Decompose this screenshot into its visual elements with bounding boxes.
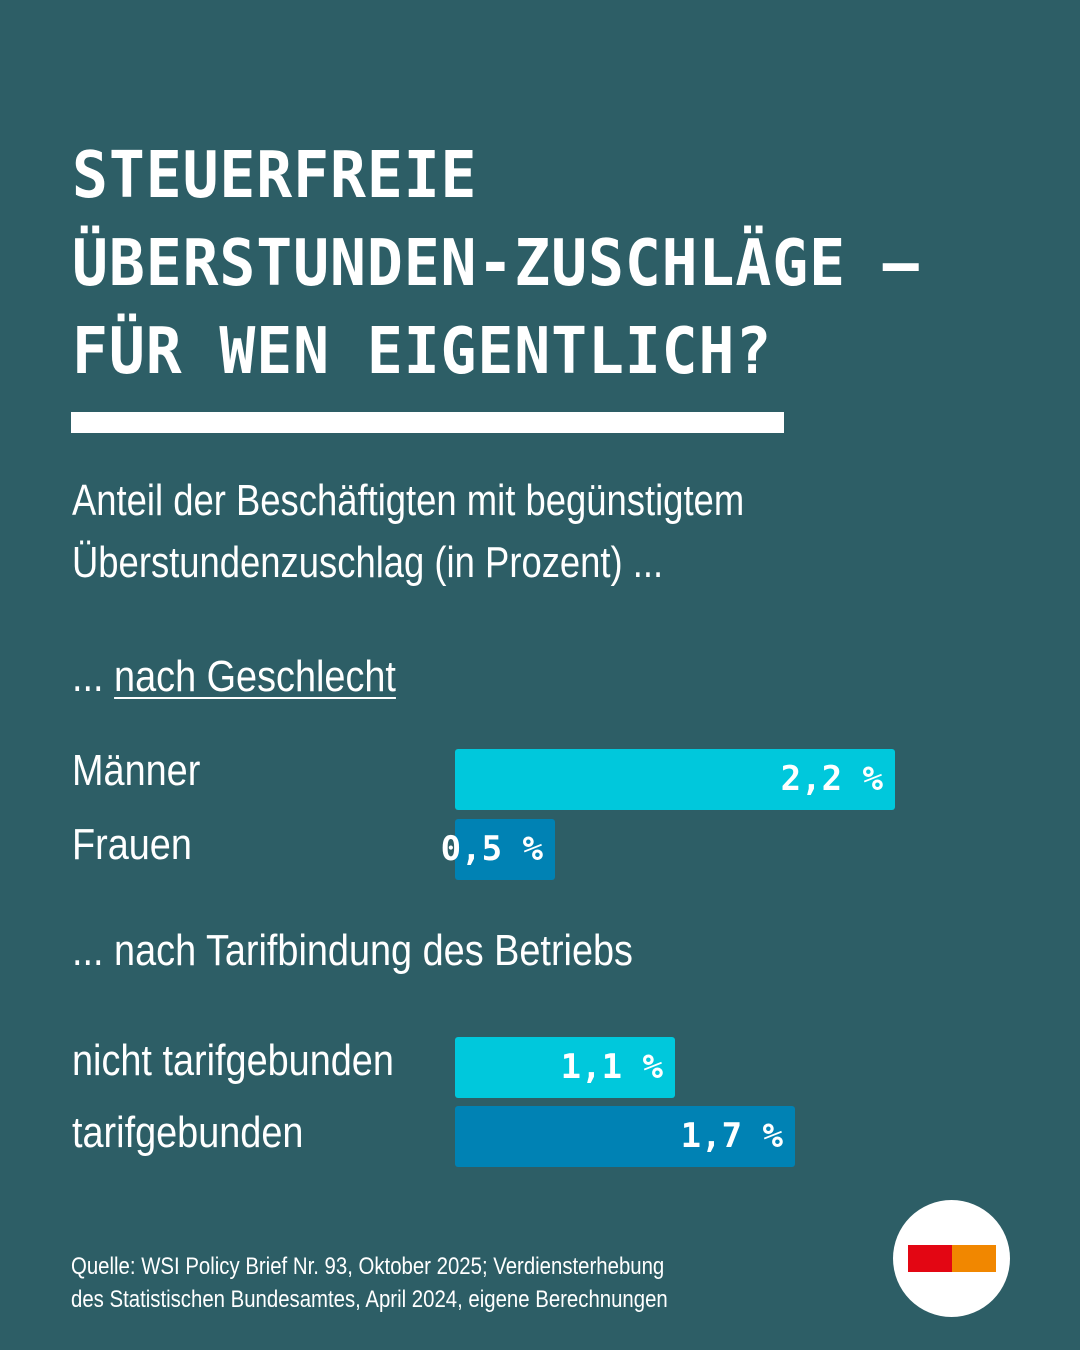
section-heading-tarifbindung: ... nach Tarifbindung des Betriebs — [72, 926, 633, 976]
category-label-frauen: Frauen — [72, 820, 192, 869]
section-heading-text: nach Geschlecht — [114, 652, 396, 701]
bar-nicht-tarifgebunden: 1,1 % — [455, 1037, 675, 1098]
category-label-maenner: Männer — [72, 746, 201, 795]
title-line: ÜBERSTUNDEN-ZUSCHLÄGE – — [72, 227, 920, 301]
logo-icon — [893, 1200, 1010, 1317]
source-line: des Statistischen Bundesamtes, April 202… — [71, 1286, 668, 1313]
bar-value-label: 2,2 % — [780, 759, 883, 799]
section-prefix: ... — [72, 652, 115, 701]
bar-value-label: 1,1 % — [560, 1047, 663, 1087]
section-prefix: ... — [72, 926, 115, 975]
category-label-tarifgebunden: tarifgebunden — [72, 1108, 304, 1157]
category-label-nicht-tarifgebunden: nicht tarifgebunden — [72, 1036, 394, 1085]
title-divider — [71, 412, 784, 433]
bar-value-label: 1,7 % — [680, 1116, 783, 1156]
source-line: Quelle: WSI Policy Brief Nr. 93, Oktober… — [71, 1253, 665, 1280]
page-title: STEUERFREIE ÜBERSTUNDEN-ZUSCHLÄGE – FÜR … — [72, 132, 967, 396]
section-heading-text: nach Tarifbindung des Betriebs — [114, 926, 633, 975]
subtitle-line: Überstundenzuschlag (in Prozent) ... — [72, 538, 664, 587]
chart-subtitle: Anteil der Beschäftigten mit begünstigte… — [72, 470, 817, 594]
title-line: STEUERFREIE — [72, 139, 478, 213]
title-line: FÜR WEN EIGENTLICH? — [72, 315, 773, 389]
logo-orange-block — [952, 1245, 996, 1272]
subtitle-line: Anteil der Beschäftigten mit begünstigte… — [72, 476, 745, 525]
bar-value-label: 0,5 % — [440, 829, 543, 869]
bar-tarifgebunden: 1,7 % — [455, 1106, 795, 1167]
section-heading-gender: ... nach Geschlecht — [72, 652, 396, 702]
bar-maenner: 2,2 % — [455, 749, 895, 810]
logo-red-block — [908, 1245, 952, 1272]
bar-frauen: 0,5 % — [441, 819, 555, 880]
source-note: Quelle: WSI Policy Brief Nr. 93, Oktober… — [71, 1250, 716, 1316]
